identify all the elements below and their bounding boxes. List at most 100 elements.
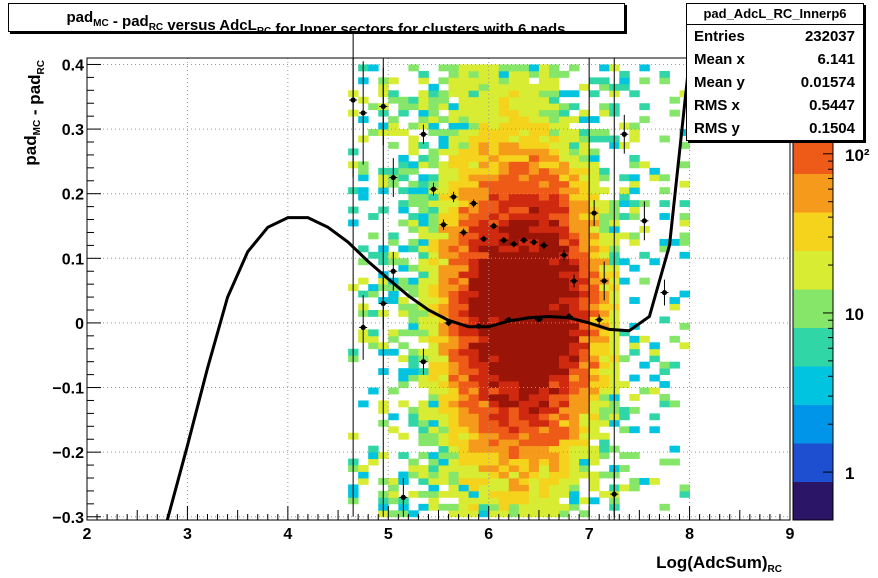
heat-cell [468, 103, 480, 111]
heat-cell [428, 387, 439, 395]
heat-cell [418, 200, 429, 208]
heat-cell [468, 368, 480, 376]
heat-cell [438, 361, 449, 369]
heat-cell [418, 277, 429, 285]
heat-cell [388, 290, 399, 298]
heat-cell [508, 484, 520, 492]
heat-cell [518, 322, 530, 330]
heat-cell [418, 452, 429, 460]
heat-cell [408, 135, 419, 143]
heat-cell [488, 348, 500, 356]
heat-cell [458, 206, 470, 214]
heat-cell [649, 387, 660, 395]
heat-cell [569, 310, 580, 317]
heat-cell [569, 187, 580, 195]
heat-cell [438, 368, 449, 376]
heat-cell [589, 406, 600, 414]
heat-cell [569, 284, 580, 292]
heat-cell [538, 193, 550, 201]
heat-cell [599, 64, 610, 72]
heat-cell [528, 329, 540, 337]
heat-cell [629, 135, 640, 143]
heat-cell [538, 361, 550, 369]
heat-cell [408, 245, 419, 253]
heat-cell [358, 187, 369, 195]
heat-cell [448, 258, 459, 266]
heat-cell [508, 439, 520, 447]
heat-cell [518, 226, 530, 233]
heat-cell [559, 193, 570, 201]
heat-cell [408, 413, 419, 421]
heat-cell [559, 458, 570, 466]
heat-cell [498, 503, 510, 511]
heat-cell [418, 174, 429, 182]
heat-cell [438, 316, 449, 324]
profile-point [420, 131, 427, 137]
heat-cell [579, 148, 590, 156]
heat-cell [589, 284, 600, 292]
heat-cell [448, 490, 459, 498]
heat-cell [468, 180, 480, 188]
heat-cell [448, 471, 459, 479]
heat-cell [518, 232, 530, 240]
heat-cell [398, 129, 409, 136]
heat-cell [428, 122, 439, 130]
heat-cell [368, 232, 379, 240]
heat-cell [548, 206, 560, 214]
heat-cell [498, 348, 510, 356]
heat-cell [518, 251, 530, 259]
heat-cell [589, 193, 600, 201]
heat-cell [538, 219, 550, 227]
heat-cell [468, 96, 480, 104]
heat-cell [548, 348, 560, 356]
heat-cell [478, 213, 490, 220]
heat-cell [478, 154, 490, 162]
heat-cell [478, 284, 490, 292]
heat-cell [448, 213, 459, 220]
heat-cell [488, 458, 500, 466]
heat-cell [428, 161, 439, 169]
heat-cell [468, 90, 480, 98]
color-band [793, 462, 833, 482]
stats-value: 232037 [804, 28, 855, 45]
color-band [793, 231, 833, 251]
heat-cell [528, 148, 540, 156]
heat-cell [458, 348, 470, 356]
heat-cell [428, 478, 439, 485]
heat-cell [448, 484, 459, 492]
heat-cell [528, 297, 540, 304]
heat-cell [619, 187, 630, 195]
heat-cell [448, 394, 459, 401]
heat-cell [579, 445, 590, 453]
heat-cell [478, 310, 490, 317]
heat-cell [498, 458, 510, 466]
heat-cell [478, 335, 490, 343]
heat-cell [498, 206, 510, 214]
heat-cell [548, 251, 560, 259]
heat-cell [478, 374, 490, 382]
heat-cell [629, 484, 640, 492]
heat-cell [659, 400, 670, 408]
heat-cell [559, 187, 570, 195]
heat-cell [528, 226, 540, 233]
heat-cell [538, 161, 550, 169]
color-band [793, 289, 833, 309]
heat-cell [478, 316, 490, 324]
heat-cell [448, 277, 459, 285]
heat-cell [579, 348, 590, 356]
heat-cell [358, 400, 369, 408]
heat-cell [408, 142, 419, 149]
heat-cell [488, 109, 500, 117]
heat-cell [528, 348, 540, 356]
heat-cell [508, 174, 520, 182]
heat-cell [548, 135, 560, 143]
heat-cell [478, 180, 490, 188]
heat-cell [589, 90, 600, 98]
heat-cell [428, 297, 439, 304]
heat-cell [408, 226, 419, 233]
heat-cell [528, 193, 540, 201]
heat-cell [599, 355, 610, 363]
heat-cell [468, 458, 480, 466]
heat-cell [569, 335, 580, 343]
heat-cell [488, 277, 500, 285]
